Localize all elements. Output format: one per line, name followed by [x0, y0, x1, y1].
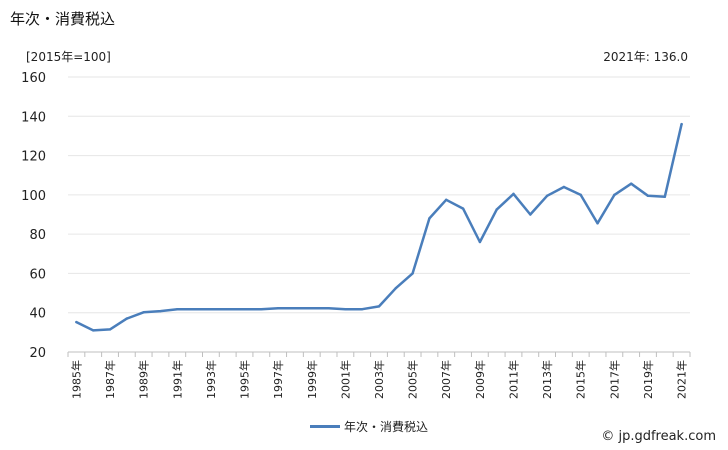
x-tick-label: 2021年: [675, 360, 689, 399]
data-point: [360, 307, 364, 311]
credit-text: © jp.gdfreak.com: [601, 429, 716, 444]
data-point: [629, 182, 633, 185]
x-tick-label: 1999年: [305, 360, 319, 399]
x-tick-label: 2011年: [506, 360, 520, 399]
x-tick-label: 2005年: [406, 360, 420, 399]
x-tick-label: 2007年: [439, 360, 453, 399]
data-point: [613, 193, 616, 197]
data-point: [159, 309, 162, 313]
data-point: [260, 307, 263, 311]
data-point: [226, 307, 229, 311]
legend: 年次・消費税込: [310, 418, 428, 435]
data-point: [243, 307, 246, 311]
data-point: [394, 286, 398, 290]
data-point: [461, 207, 465, 210]
x-tick-label: 1987年: [103, 360, 117, 399]
x-tick-label: 2001年: [338, 360, 352, 399]
y-tick-label: 60: [29, 267, 46, 282]
x-tick-label: 1995年: [238, 360, 252, 399]
x-tick-label: 2015年: [574, 360, 588, 399]
data-point: [344, 307, 347, 311]
data-point: [310, 306, 313, 310]
x-tick-label: 1993年: [204, 360, 218, 399]
y-tick-label: 140: [21, 110, 46, 125]
x-tick-label: 1991年: [170, 360, 184, 399]
data-point: [209, 307, 213, 311]
legend-swatch: [310, 425, 340, 428]
y-tick-label: 40: [29, 307, 46, 322]
y-tick-label: 80: [29, 228, 46, 243]
x-tick-label: 2009年: [473, 360, 487, 399]
data-point: [512, 192, 515, 196]
data-point: [176, 307, 179, 311]
data-point: [495, 208, 498, 211]
chart-title: 年次・消費税込: [10, 10, 116, 28]
data-point: [92, 329, 95, 332]
data-point: [108, 328, 112, 331]
x-tick-label: 2013年: [540, 360, 554, 399]
y-tick-label: 160: [21, 71, 46, 86]
x-tick-label: 2017年: [607, 360, 621, 399]
data-point: [293, 306, 297, 310]
data-point: [75, 320, 78, 324]
data-point: [142, 311, 145, 314]
x-tick-label: 1989年: [137, 360, 151, 399]
data-point: [529, 213, 532, 216]
x-tick-label: 2019年: [641, 360, 655, 399]
series-line: [75, 122, 683, 332]
data-point: [445, 198, 448, 201]
data-point: [646, 194, 650, 198]
data-point: [562, 185, 566, 189]
data-point: [680, 122, 683, 126]
data-point: [327, 306, 330, 310]
x-tick-label: 1985年: [69, 360, 83, 399]
data-point: [596, 222, 599, 225]
y-tick-label: 100: [21, 189, 46, 204]
data-point: [276, 306, 280, 310]
legend-label: 年次・消費税込: [344, 420, 429, 434]
y-unit-label: [2015年=100]: [26, 50, 111, 64]
data-point: [663, 195, 666, 199]
y-tick-label: 120: [21, 150, 46, 165]
data-point: [579, 193, 582, 197]
data-point: [545, 194, 549, 198]
data-point: [377, 305, 381, 308]
x-tick-label: 2003年: [372, 360, 386, 399]
data-point: [428, 217, 431, 220]
x-tick-label: 1997年: [271, 360, 285, 399]
y-tick-label: 20: [29, 346, 46, 361]
data-point: [192, 307, 196, 311]
data-point: [478, 240, 482, 244]
latest-value-annotation: 2021年: 136.0: [603, 50, 688, 64]
data-point: [411, 272, 414, 275]
data-point: [125, 317, 129, 320]
